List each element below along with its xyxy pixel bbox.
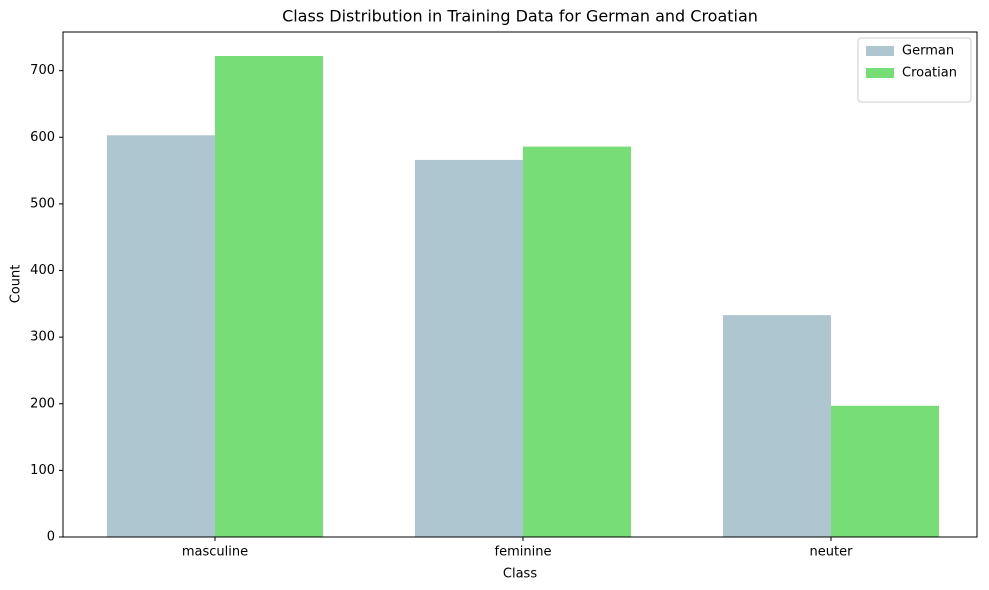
y-tick-label: 0: [47, 530, 55, 545]
bar: [523, 146, 631, 537]
x-axis-label: Class: [503, 567, 537, 582]
y-tick-label: 400: [30, 263, 55, 278]
x-tick-label: masculine: [182, 545, 248, 560]
bar: [415, 159, 523, 537]
legend-swatch: [866, 46, 894, 56]
y-tick-label: 600: [30, 130, 55, 145]
bar: [831, 405, 939, 537]
legend-swatch: [866, 68, 894, 78]
y-tick-label: 100: [30, 463, 55, 478]
x-tick-label: feminine: [495, 545, 552, 560]
x-tick-label: neuter: [810, 545, 854, 560]
chart-title: Class Distribution in Training Data for …: [282, 7, 758, 26]
y-tick-label: 700: [30, 63, 55, 78]
y-tick-label: 200: [30, 396, 55, 411]
y-tick-label: 500: [30, 196, 55, 211]
plot-frame: [62, 31, 978, 538]
y-tick-label: 300: [30, 330, 55, 345]
bar: [215, 55, 323, 538]
y-axis-label: Count: [9, 265, 24, 304]
bar: [723, 315, 831, 537]
legend-label: German: [902, 44, 954, 59]
bar: [107, 135, 215, 537]
legend-label: Croatian: [902, 66, 957, 81]
